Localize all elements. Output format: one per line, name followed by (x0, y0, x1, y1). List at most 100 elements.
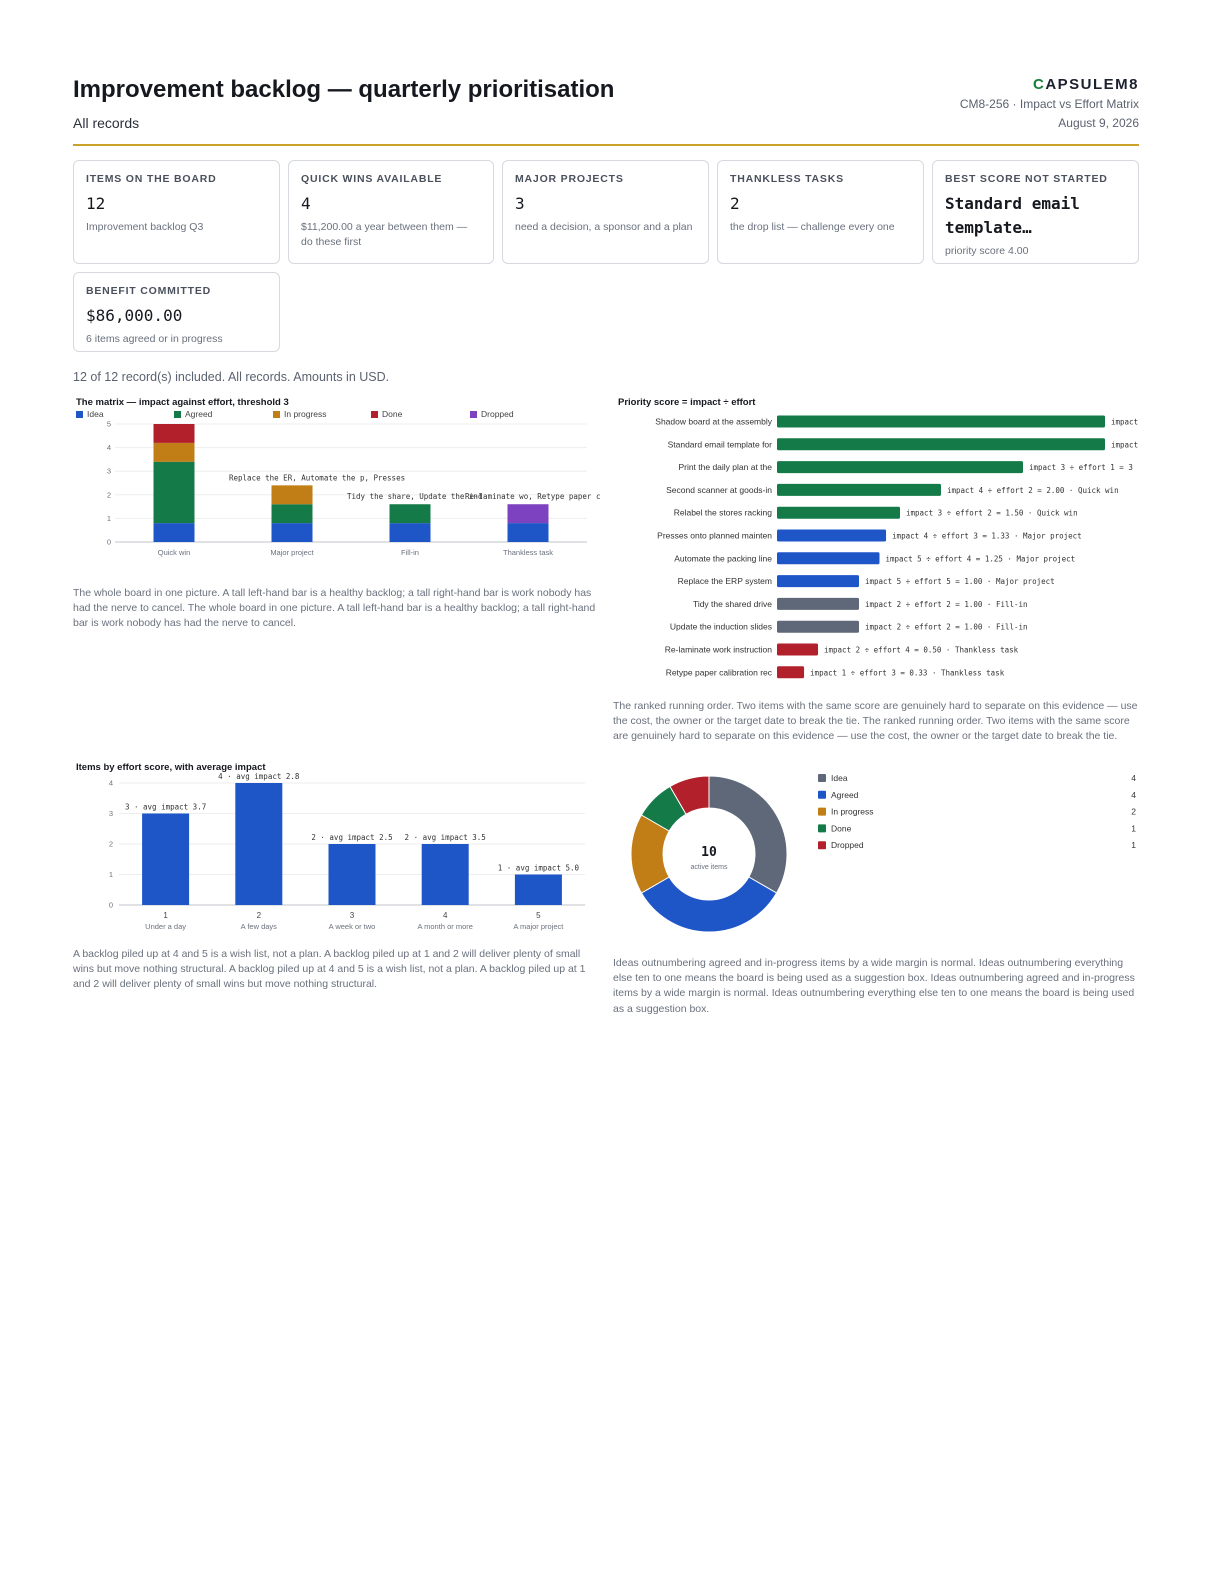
legend-swatch (470, 411, 477, 418)
legend-label: Idea (831, 773, 848, 783)
kpi-note: priority score 4.00 (945, 245, 1029, 257)
kpi-value: 12 (86, 194, 106, 213)
y-tick-label: 1 (109, 870, 113, 879)
priority-caption: The ranked running order. Two items with… (613, 700, 1138, 743)
y-tick-label: 3 (107, 467, 111, 476)
x-tick-label: 4 (443, 911, 448, 920)
matrix-caption: The whole board in one picture. A tall l… (73, 587, 596, 630)
kpi-card-quick-wins: Quick wins available 4 $11,200.00 a year… (288, 160, 494, 264)
matrix-bar-segment (271, 504, 313, 524)
legend-label: In progress (284, 409, 327, 419)
priority-bar-label: Replace the ERP system (678, 576, 772, 586)
kpi-card-major-projects: Major projects 3 need a decision, a spon… (502, 160, 709, 264)
kpi-value: $86,000.00 (86, 306, 183, 325)
donut-center-label: active items (691, 864, 728, 871)
kpi-value: 2 (730, 194, 740, 213)
y-tick-label: 5 (107, 420, 111, 429)
priority-chart: Shadow board at the assembly impact Standa… (655, 415, 1138, 679)
legend-swatch (818, 790, 826, 799)
effort-chart-title: Items by effort score, with average impa… (76, 762, 266, 773)
legend-count: 1 (1131, 840, 1136, 850)
priority-bar (777, 620, 859, 633)
kpi-note: the drop list — challenge every one (730, 221, 895, 233)
legend-label: Done (382, 409, 403, 419)
priority-bar (777, 483, 941, 496)
x-tick-sublabel: A major project (513, 922, 564, 931)
y-tick-label: 0 (109, 901, 113, 910)
effort-bar (142, 813, 190, 905)
legend-count: 1 (1131, 823, 1136, 833)
kpi-card-best-score: Best score not started Standard email te… (932, 160, 1139, 264)
x-tick-label: Quick win (158, 548, 191, 557)
x-tick-sublabel: Under a day (145, 922, 186, 931)
priority-bar-label: Retype paper calibration rec (666, 667, 773, 677)
x-tick-sublabel: A few days (241, 922, 278, 931)
kpi-note: 6 items agreed or in progress (86, 333, 223, 345)
kpi-note: Improvement backlog Q3 (86, 221, 204, 233)
status-donut-chart: 10 active items (630, 775, 788, 933)
legend-label: In progress (831, 807, 874, 817)
priority-bar (777, 415, 1105, 428)
priority-bar (777, 597, 859, 610)
legend-label: Done (831, 823, 852, 833)
kpi-label: Quick wins available (301, 173, 443, 185)
donut-slice (669, 775, 710, 815)
priority-bar-label: Tidy the shared drive (693, 599, 772, 609)
matrix-legend-item: Done (371, 409, 402, 419)
x-tick-label: 3 (350, 911, 355, 920)
legend-swatch (174, 411, 181, 418)
report-reference: CM8-256 · Impact vs Effort Matrix (959, 97, 1139, 111)
kpi-label: Benefit committed (86, 285, 212, 297)
priority-bar (777, 529, 887, 542)
page-subtitle: All records (73, 115, 140, 131)
matrix-bar-segment (507, 523, 549, 542)
brand-logo-rest: APSULEM8 (1045, 76, 1139, 93)
y-tick-label: 1 (107, 514, 111, 523)
kpi-label: Best score not started (945, 173, 1108, 185)
legend-label: Idea (87, 409, 104, 419)
matrix-bar-segment (507, 504, 549, 524)
priority-bar-label: Standard email template for (668, 439, 773, 449)
y-tick-label: 4 (107, 443, 111, 452)
kpi-value: 3 (515, 194, 525, 213)
y-tick-label: 0 (107, 538, 111, 547)
priority-bar-label: Re-laminate work instruction (665, 645, 773, 655)
x-tick-label: Thankless task (503, 548, 553, 557)
legend-swatch (818, 774, 826, 782)
priority-bar-label: Shadow board at the assembly (655, 417, 772, 427)
effort-bar (235, 783, 283, 905)
priority-value-label: impact (1111, 440, 1138, 449)
matrix-bar-segment (389, 504, 431, 524)
report-header: Improvement backlog — quarterly prioriti… (73, 72, 1139, 146)
matrix-annotation: Replace the ER, Automate the p, Presses (229, 473, 405, 482)
legend-label: Agreed (185, 409, 213, 419)
priority-bar-label: Presses onto planned mainten (657, 531, 772, 541)
matrix-bar-segment (389, 523, 431, 542)
priority-bar-label: Automate the packing line (674, 553, 772, 563)
priority-value-label: impact 4 ÷ effort 3 = 1.33 · Major proje… (892, 532, 1082, 541)
page-title: Improvement backlog — quarterly prioriti… (73, 76, 615, 103)
effort-bar-label: 4 · avg impact 2.8 (218, 772, 300, 781)
legend-swatch (76, 411, 83, 418)
priority-bar-label: Update the induction slides (670, 622, 772, 632)
x-tick-sublabel: A month or more (417, 922, 472, 931)
priority-value-label: impact 5 ÷ effort 4 = 1.25 · Major proje… (886, 554, 1076, 563)
matrix-legend-item: Agreed (174, 409, 212, 419)
y-tick-label: 2 (107, 490, 111, 499)
kpi-note: need a decision, a sponsor and a plan (515, 221, 693, 233)
matrix-legend-item: Dropped (470, 409, 514, 419)
effort-bar (328, 844, 376, 905)
priority-value-label: impact 3 ÷ effort 1 = 3 (1029, 463, 1133, 472)
brand-logo: CAPSULEM8 (1033, 76, 1139, 93)
kpi-card-thankless: Thankless tasks 2 the drop list — challe… (717, 160, 924, 264)
kpi-label: Thankless tasks (730, 173, 844, 185)
priority-value-label: impact 1 ÷ effort 3 = 0.33 · Thankless t… (810, 668, 1005, 677)
priority-bar-label: Second scanner at goods-in (666, 485, 772, 495)
legend-label: Dropped (831, 840, 864, 850)
priority-value-label: impact 2 ÷ effort 4 = 0.50 · Thankless t… (824, 646, 1019, 655)
priority-bar (777, 666, 805, 679)
legend-swatch (273, 411, 280, 418)
matrix-chart-title: The matrix — impact against effort, thre… (76, 397, 289, 408)
priority-bar (777, 575, 859, 588)
legend-swatch (818, 807, 826, 816)
